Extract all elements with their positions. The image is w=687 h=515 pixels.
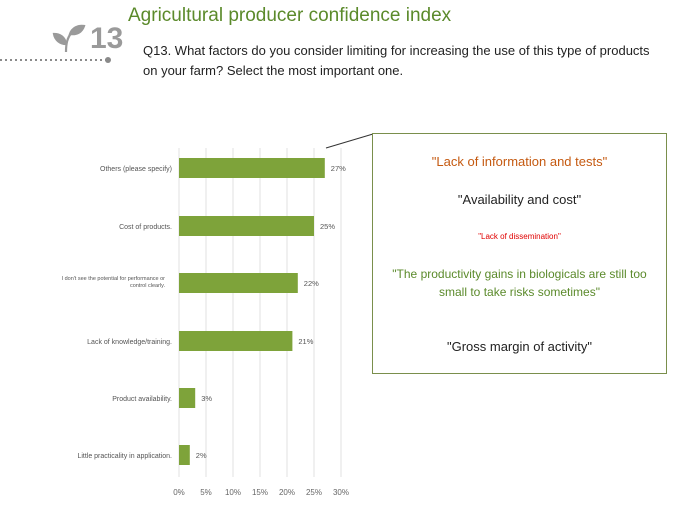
bar [179,388,196,408]
bar [179,158,325,178]
category-label: I don't see the potential for performanc… [62,276,166,289]
page-title: Agricultural producer confidence index [128,5,452,26]
x-tick-label: 20% [279,488,295,497]
category-label: Others (please specify) [100,166,172,173]
quote-lack-of-information: "Lack of information and tests" [431,154,608,169]
x-tick-label: 0% [173,488,185,497]
quote-availability-and-cost: "Availability and cost" [457,192,582,207]
data-label: 3% [201,394,212,403]
x-tick-label: 15% [252,488,268,497]
category-label: Product availability. [112,396,172,403]
category-label: Lack of knowledge/training. [87,339,172,346]
bar [179,445,190,465]
data-label: 21% [298,337,313,346]
bar [179,331,293,351]
data-label: 25% [320,222,335,231]
bar [179,216,314,236]
data-label: 22% [304,279,319,288]
x-tick-label: 5% [200,488,212,497]
x-tick-label: 30% [333,488,349,497]
category-label: Cost of products. [119,224,172,231]
x-tick-label: 10% [225,488,241,497]
data-label: 2% [196,451,207,460]
section-logo: 13 [0,22,123,63]
x-tick-label: 25% [306,488,322,497]
survey-question: Q13. What factors do you consider limiti… [143,43,650,78]
category-label: Little practicality in application. [77,453,172,460]
quotes-box: "Lack of information and tests" "Availab… [372,133,667,374]
divider-end-dot [105,57,111,63]
quote-lack-of-dissemination: "Lack of dissemination" [478,232,561,241]
sprout-icon [52,24,86,53]
bar [179,273,298,293]
data-label: 27% [331,164,346,173]
quote-productivity-gains: "The productivity gains in biologicals a… [392,267,647,299]
section-number: 13 [90,22,123,55]
quote-gross-margin: "Gross margin of activity" [446,339,593,354]
